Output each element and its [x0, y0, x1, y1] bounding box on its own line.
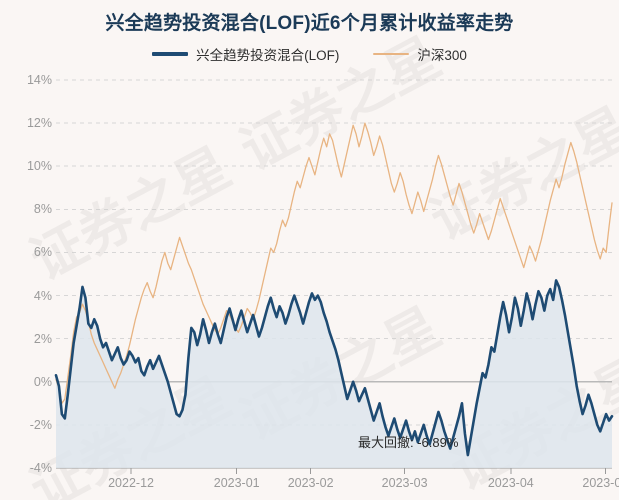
max-drawdown-annotation: 最大回撤: -6.89%: [358, 435, 459, 450]
x-tick-label: 2023-01: [213, 476, 260, 490]
y-tick-label: 4%: [33, 288, 52, 303]
x-tick-label: 2023-03: [381, 476, 428, 490]
legend-item-fund[interactable]: 兴全趋势投资混合(LOF): [152, 44, 339, 64]
y-tick-label: -2%: [29, 417, 52, 432]
series-line-fund: [54, 279, 614, 457]
x-tick-label: 2023-05: [582, 476, 619, 490]
x-tick-label: 2022-12: [108, 476, 154, 490]
y-axis: 14% 12% 10% 8% 6% 4% 2% 0% -2% -4%: [0, 0, 52, 500]
series-line-index: [55, 122, 613, 404]
chart-legend: 兴全趋势投资混合(LOF) 沪深300: [0, 44, 619, 64]
legend-swatch-index: [373, 53, 410, 55]
y-tick-label: 14%: [26, 73, 52, 87]
legend-label-fund: 兴全趋势投资混合(LOF): [196, 48, 340, 63]
legend-item-index[interactable]: 沪深300: [373, 44, 467, 64]
legend-label-index: 沪深300: [417, 48, 467, 63]
y-tick-label: 6%: [33, 245, 52, 260]
x-tick-label: 2023-04: [487, 476, 534, 490]
y-tick-label: 0%: [33, 374, 52, 389]
y-tick-label: 2%: [33, 331, 52, 346]
y-tick-label: -4%: [29, 461, 52, 475]
page-title: 兴全趋势投资混合(LOF)近6个月累计收益率走势: [105, 13, 514, 34]
legend-swatch-fund: [152, 52, 189, 56]
series-area-fund: [56, 280, 612, 468]
y-tick-label: 12%: [26, 116, 52, 131]
y-tick-label: 10%: [26, 159, 52, 174]
x-tick-label: 2023-02: [287, 476, 334, 490]
y-tick-label: 8%: [33, 202, 52, 217]
